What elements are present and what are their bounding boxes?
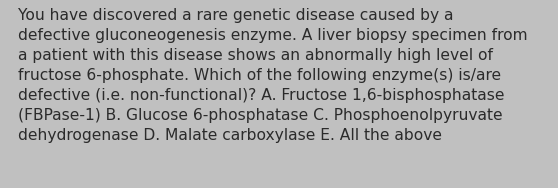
Text: You have discovered a rare genetic disease caused by a
defective gluconeogenesis: You have discovered a rare genetic disea… [18, 8, 528, 143]
